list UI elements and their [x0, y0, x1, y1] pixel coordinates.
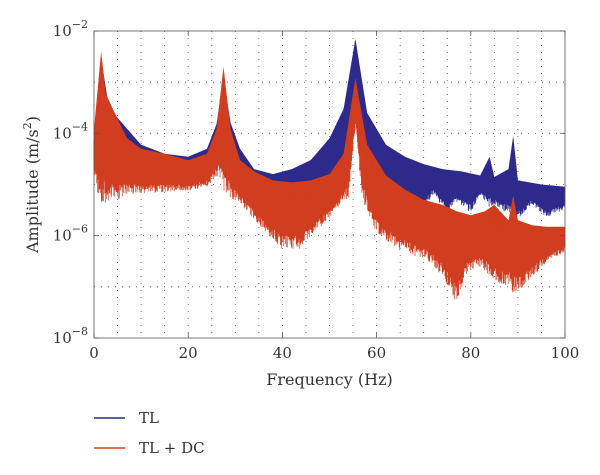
y-tick-label: 10−2 [53, 18, 88, 40]
series-band [94, 38, 565, 221]
series-band [94, 51, 565, 287]
legend-label-tl-dc: TL + DC [139, 439, 205, 457]
y-tick-label: 10−4 [53, 120, 88, 142]
x-tick-label: 0 [89, 344, 99, 362]
x-tick-label: 60 [367, 344, 386, 362]
legend-label-tl: TL [139, 409, 159, 427]
x-tick-label: 80 [461, 344, 480, 362]
y-tick-label: 10−6 [53, 223, 88, 245]
x-axis-label: Frequency (Hz) [266, 370, 393, 389]
series-layer [93, 38, 566, 300]
axis-ticks: 0 20 40 60 80 100 10−8 10−6 10−4 10−2 [53, 18, 580, 362]
y-axis-label: Amplitude (m/s2) [21, 116, 42, 254]
x-tick-label: 20 [179, 344, 198, 362]
legend: TL TL + DC [94, 409, 205, 457]
y-tick-label: 10−8 [53, 325, 88, 347]
plot-frame [93, 30, 566, 339]
x-tick-label: 40 [273, 344, 292, 362]
x-tick-label: 100 [551, 344, 580, 362]
